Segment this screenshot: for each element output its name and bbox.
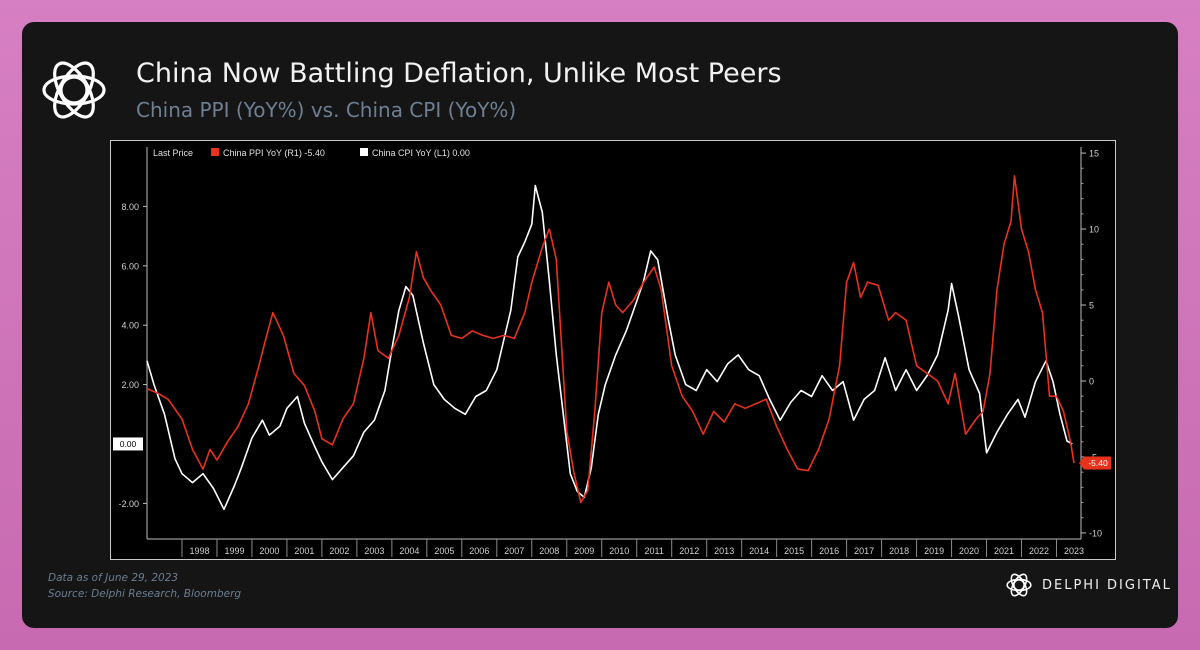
left-tick-label: -2.00	[118, 499, 139, 509]
brand-name: DELPHI DIGITAL	[1042, 578, 1172, 593]
x-tick-label: 2020	[959, 546, 979, 556]
left-tick-label: 8.00	[121, 202, 139, 212]
ppi-tag-value: -5.40	[1088, 458, 1108, 468]
x-tick-label: 2023	[1064, 546, 1084, 556]
cpi-tag-box	[113, 437, 143, 451]
right-tick-label: -10	[1089, 528, 1102, 538]
cpi-last-value-tag: 0.00	[113, 437, 143, 451]
legend-ppi-swatch	[211, 148, 219, 156]
left-tick-label: 4.00	[121, 321, 139, 331]
x-tick-label: 2003	[364, 546, 384, 556]
x-tick-label: 2012	[679, 546, 699, 556]
ppi-series-line	[146, 175, 1075, 504]
legend-cpi-label: China CPI YoY (L1) 0.00	[372, 148, 470, 158]
x-tick-label: 2002	[329, 546, 349, 556]
chart-title: China Now Battling Deflation, Unlike Mos…	[136, 58, 782, 89]
x-tick-label: 2010	[609, 546, 629, 556]
chart-subtitle: China PPI (YoY%) vs. China CPI (YoY%)	[136, 98, 517, 122]
data-date-note: Data as of June 29, 2023	[48, 572, 179, 584]
x-tick-label: 2004	[399, 546, 419, 556]
ppi-last-value-tag: -5.40	[1079, 456, 1111, 470]
brand-block: DELPHI DIGITAL	[1004, 570, 1174, 602]
x-tick-label: 2017	[854, 546, 874, 556]
x-tick-label: 2016	[819, 546, 839, 556]
right-tick-label: 15	[1089, 149, 1099, 159]
x-tick-label: 2019	[924, 546, 944, 556]
x-tick-label: 2022	[1029, 546, 1049, 556]
right-tick-label: 5	[1089, 301, 1094, 311]
x-tick-label: 2021	[994, 546, 1014, 556]
x-tick-label: 2001	[294, 546, 314, 556]
legend-prefix: Last Price	[153, 148, 193, 158]
x-tick-label: 2006	[469, 546, 489, 556]
chart-legend: Last Price China PPI YoY (R1) -5.40 Chin…	[153, 148, 470, 158]
x-tick-label: 2015	[784, 546, 804, 556]
x-tick-label: 2008	[539, 546, 559, 556]
x-tick-label: 2018	[889, 546, 909, 556]
x-tick-label: 2011	[645, 546, 664, 556]
ppi-tag-box	[1079, 456, 1111, 470]
x-tick-label: 2007	[504, 546, 524, 556]
x-tick-label: 1999	[224, 546, 244, 556]
x-tick-label: 2009	[574, 546, 594, 556]
cpi-tag-value: 0.00	[120, 439, 137, 449]
x-tick-label: 1998	[189, 546, 209, 556]
chart-card: China Now Battling Deflation, Unlike Mos…	[22, 22, 1178, 628]
left-tick-label: 6.00	[121, 261, 139, 271]
right-tick-label: 0	[1089, 376, 1094, 386]
cpi-series-line	[146, 184, 1073, 511]
right-tick-label: 10	[1089, 225, 1099, 235]
legend-cpi-swatch	[360, 148, 368, 156]
x-tick-label: 2000	[259, 546, 279, 556]
x-tick-label: 2014	[749, 546, 769, 556]
left-tick-label: 2.00	[121, 380, 139, 390]
delphi-brand-icon	[1006, 573, 1032, 597]
x-tick-label: 2005	[434, 546, 454, 556]
source-note: Source: Delphi Research, Bloomberg	[48, 588, 242, 600]
delphi-logo-icon	[42, 61, 106, 119]
x-tick-label: 2013	[714, 546, 734, 556]
legend-ppi-label: China PPI YoY (R1) -5.40	[223, 148, 325, 158]
